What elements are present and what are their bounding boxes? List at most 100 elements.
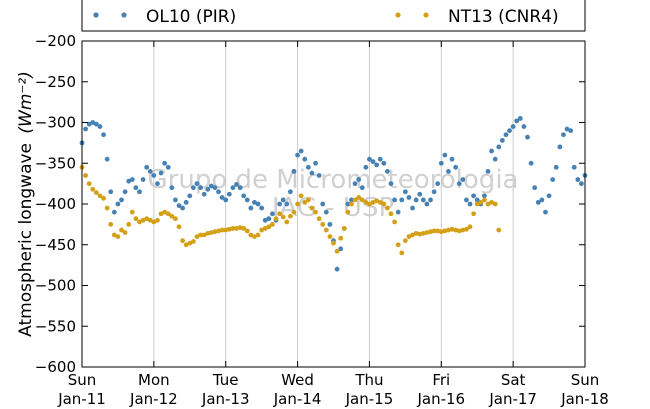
data-point <box>485 169 491 174</box>
data-point <box>561 132 566 138</box>
data-point <box>216 228 221 234</box>
y-axis-title-text: Atmospheric longwave <box>16 143 36 337</box>
y-tick-label: −500 <box>35 277 76 295</box>
data-point <box>223 227 229 233</box>
data-point <box>420 197 426 203</box>
data-point <box>287 213 293 219</box>
data-point <box>402 238 408 244</box>
data-point <box>517 116 523 121</box>
data-point <box>485 201 491 207</box>
data-point <box>525 134 530 140</box>
data-point <box>208 183 214 189</box>
data-point <box>147 169 153 174</box>
data-point <box>111 232 117 238</box>
data-point <box>323 227 329 233</box>
data-point <box>474 201 480 207</box>
data-point <box>305 164 311 170</box>
data-point <box>144 216 150 222</box>
data-point <box>402 189 408 195</box>
data-point <box>259 227 265 233</box>
legend-marker-nt13 <box>423 12 429 18</box>
data-points <box>79 116 588 272</box>
data-point <box>532 185 538 191</box>
data-point <box>219 227 225 233</box>
data-point <box>169 213 175 219</box>
x-tick-label-date: Jan-13 <box>201 390 250 408</box>
data-point <box>219 195 225 200</box>
data-point <box>201 232 207 238</box>
data-point <box>122 230 128 235</box>
data-point <box>126 221 132 227</box>
data-point <box>435 228 441 234</box>
data-point <box>155 217 160 223</box>
y-tick-label: −450 <box>35 236 76 254</box>
data-point <box>140 217 146 223</box>
data-point <box>496 227 502 233</box>
data-point <box>471 211 477 217</box>
x-axis: SunJan-11MonJan-12TueJan-13WedJan-14ThuJ… <box>57 41 609 408</box>
data-point <box>381 160 387 166</box>
data-point <box>568 128 574 134</box>
data-point <box>338 235 344 241</box>
data-point <box>388 181 394 187</box>
data-point <box>108 221 114 227</box>
data-point <box>406 195 412 200</box>
data-point <box>381 201 387 207</box>
y-tick-label: −550 <box>35 317 76 335</box>
data-point <box>90 186 96 192</box>
data-point <box>158 211 164 217</box>
data-point <box>151 219 157 225</box>
data-point <box>424 230 430 235</box>
data-point <box>122 189 128 195</box>
data-point <box>133 185 139 191</box>
data-point <box>262 217 268 223</box>
data-point <box>442 152 448 158</box>
data-point <box>119 197 124 203</box>
data-point <box>363 199 369 205</box>
data-point <box>284 201 290 207</box>
data-point <box>244 228 250 234</box>
data-point <box>252 199 257 205</box>
data-point <box>287 189 293 195</box>
data-point <box>201 191 207 197</box>
data-point <box>270 211 275 217</box>
data-point <box>133 216 139 222</box>
data-point <box>187 193 193 199</box>
data-point <box>327 221 333 227</box>
data-point <box>489 199 494 205</box>
data-point <box>449 156 455 162</box>
data-point <box>237 225 243 231</box>
data-point <box>137 189 142 195</box>
data-point <box>230 226 236 231</box>
x-tick-label-date: Jan-15 <box>345 390 394 408</box>
data-point <box>377 156 383 162</box>
data-point <box>395 209 401 215</box>
data-point <box>216 189 221 195</box>
data-point <box>302 199 308 205</box>
data-point <box>147 217 153 223</box>
data-point <box>370 159 376 165</box>
data-point <box>291 169 297 174</box>
data-point <box>417 191 423 197</box>
data-point <box>144 164 150 170</box>
data-point <box>226 226 232 232</box>
data-point <box>334 266 340 272</box>
data-point <box>255 201 261 207</box>
data-point <box>119 227 124 233</box>
data-point <box>456 181 462 187</box>
data-point <box>392 197 397 203</box>
data-point <box>273 216 279 222</box>
data-point <box>241 226 247 231</box>
data-point <box>259 205 265 211</box>
data-point <box>349 201 354 207</box>
data-point <box>546 193 552 199</box>
data-point <box>514 118 520 124</box>
data-point <box>101 195 106 201</box>
data-point <box>316 216 322 222</box>
data-point <box>460 227 466 233</box>
data-point <box>140 177 146 182</box>
data-point <box>349 197 354 203</box>
x-tick-label-day: Tue <box>212 371 239 389</box>
data-point <box>173 197 178 203</box>
data-point <box>298 193 304 199</box>
